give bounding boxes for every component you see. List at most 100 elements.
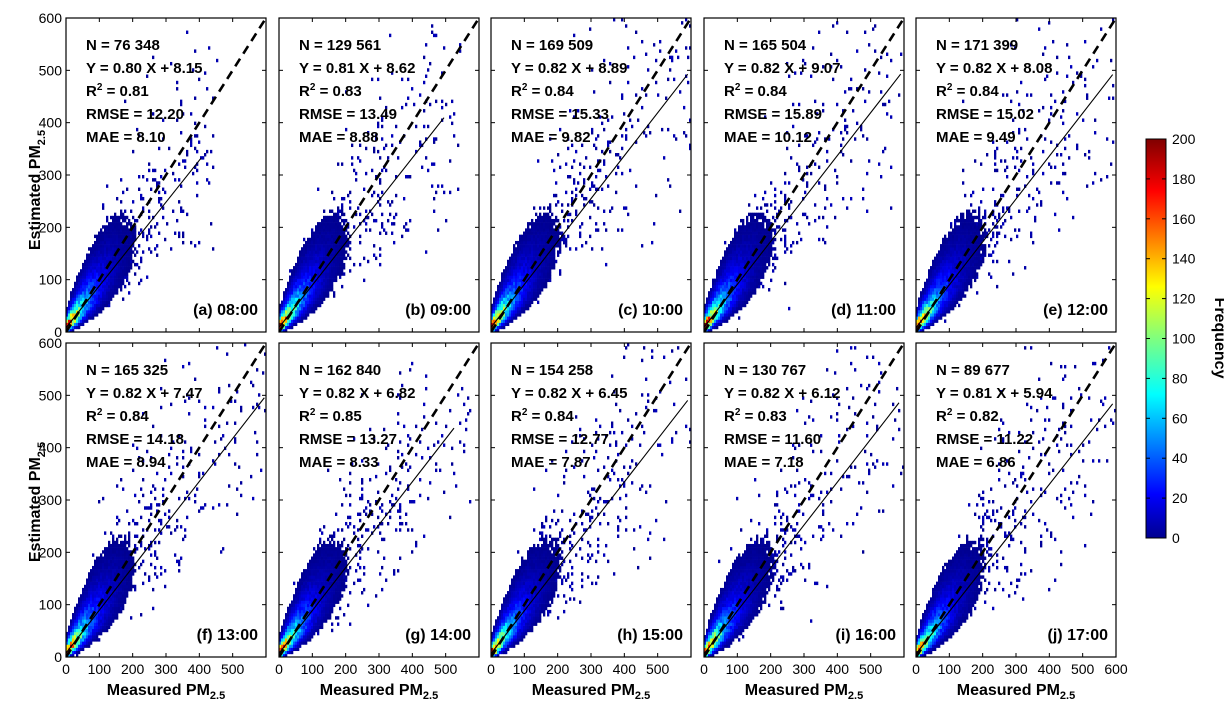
density-cell bbox=[116, 272, 119, 276]
density-cell bbox=[940, 288, 943, 292]
density-cell bbox=[946, 297, 949, 301]
density-cell bbox=[814, 162, 817, 166]
density-cell bbox=[539, 244, 542, 248]
density-cell bbox=[88, 272, 91, 276]
density-cell bbox=[112, 284, 115, 289]
density-cell bbox=[423, 80, 426, 85]
density-cell bbox=[958, 228, 961, 232]
density-cell bbox=[986, 231, 989, 235]
density-cell bbox=[319, 269, 322, 273]
density-cell bbox=[323, 240, 326, 245]
density-cell bbox=[599, 115, 602, 119]
density-cell bbox=[712, 294, 715, 298]
density-cell bbox=[521, 256, 524, 261]
density-cell bbox=[962, 231, 965, 235]
density-cell bbox=[886, 52, 889, 56]
density-cell bbox=[689, 46, 691, 50]
density-cell bbox=[742, 278, 745, 283]
density-cell bbox=[972, 231, 975, 235]
density-cell bbox=[948, 291, 951, 295]
density-cell bbox=[66, 306, 69, 311]
density-cell bbox=[561, 237, 564, 242]
density-cell bbox=[315, 291, 318, 295]
density-cell bbox=[750, 225, 753, 229]
density-cell bbox=[337, 225, 340, 229]
density-cell bbox=[762, 212, 765, 217]
density-cell bbox=[72, 303, 75, 308]
density-cell bbox=[108, 259, 111, 264]
density-cell bbox=[968, 259, 971, 264]
density-cell bbox=[974, 253, 977, 257]
density-cell bbox=[720, 266, 723, 270]
density-cell bbox=[389, 212, 392, 217]
density-cell bbox=[976, 222, 979, 226]
density-cell bbox=[1066, 196, 1069, 201]
density-cell bbox=[104, 259, 107, 264]
density-cell bbox=[740, 240, 743, 245]
density-cell bbox=[766, 247, 769, 251]
density-cell bbox=[886, 74, 889, 78]
density-cell bbox=[768, 253, 771, 257]
density-cell bbox=[760, 256, 763, 261]
density-cell bbox=[539, 269, 542, 273]
density-cell bbox=[279, 310, 282, 314]
density-cell bbox=[928, 313, 931, 317]
density-cell bbox=[718, 316, 721, 320]
density-cell bbox=[327, 215, 330, 220]
density-cell bbox=[503, 316, 506, 320]
density-cell bbox=[116, 266, 119, 270]
density-cell bbox=[978, 215, 981, 220]
density-cell bbox=[517, 284, 520, 289]
density-cell bbox=[96, 272, 99, 276]
density-cell bbox=[996, 240, 999, 245]
density-cell bbox=[844, 90, 847, 94]
density-cell bbox=[561, 203, 564, 207]
density-cell bbox=[395, 175, 398, 179]
density-cell bbox=[78, 313, 81, 317]
density-cell bbox=[1082, 118, 1085, 122]
density-cell bbox=[708, 291, 711, 295]
fit-line bbox=[915, 74, 1114, 329]
density-cell bbox=[100, 244, 103, 248]
density-cell bbox=[339, 225, 342, 229]
density-cell bbox=[1052, 39, 1055, 44]
density-cell bbox=[379, 253, 382, 257]
density-cell bbox=[1076, 146, 1079, 151]
density-cell bbox=[423, 109, 426, 113]
density-cell bbox=[956, 297, 959, 301]
density-cell bbox=[862, 134, 865, 138]
density-cell bbox=[970, 231, 973, 235]
density-cell bbox=[495, 328, 498, 332]
density-cell bbox=[102, 262, 105, 267]
density-cell bbox=[335, 228, 338, 232]
density-cell bbox=[72, 328, 75, 332]
density-cell bbox=[543, 228, 546, 232]
density-cell bbox=[108, 291, 111, 295]
density-cell bbox=[533, 234, 536, 239]
density-cell bbox=[513, 313, 516, 317]
density-cell bbox=[281, 310, 284, 314]
density-cell bbox=[303, 272, 306, 276]
density-cell bbox=[283, 322, 286, 327]
density-cell bbox=[974, 225, 977, 229]
density-cell bbox=[667, 178, 670, 182]
density-cell bbox=[866, 209, 869, 213]
density-cell bbox=[732, 306, 735, 311]
density-cell bbox=[503, 278, 506, 283]
density-cell bbox=[960, 218, 963, 223]
density-cell bbox=[343, 196, 346, 201]
density-cell bbox=[934, 278, 937, 283]
density-cell bbox=[333, 234, 336, 239]
density-cell bbox=[539, 240, 542, 245]
density-cell bbox=[507, 272, 510, 276]
density-cell bbox=[726, 278, 729, 283]
density-cell bbox=[545, 212, 548, 217]
density-cell bbox=[325, 281, 328, 286]
density-cell bbox=[196, 168, 199, 173]
density-cell bbox=[287, 291, 290, 295]
density-cell bbox=[297, 284, 300, 289]
density-cell bbox=[333, 247, 336, 251]
density-cell bbox=[704, 306, 707, 311]
density-cell bbox=[88, 294, 91, 298]
density-cell bbox=[1026, 137, 1029, 141]
